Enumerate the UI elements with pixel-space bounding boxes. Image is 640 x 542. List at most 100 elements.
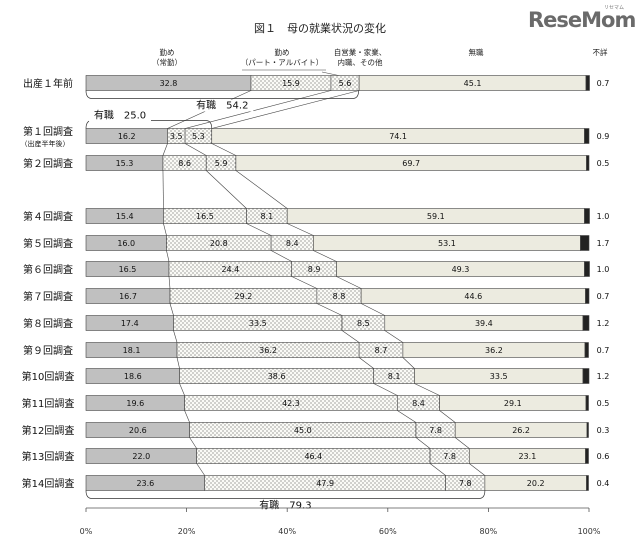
series-header-3-line2: 内職、その他 bbox=[338, 57, 383, 67]
bar-row-8-series-5 bbox=[582, 315, 590, 331]
connector-row-9-series-1 bbox=[176, 357, 180, 369]
connector-row-7-series-1 bbox=[169, 303, 174, 316]
data-label-row-10-series-4: 33.5 bbox=[490, 372, 508, 381]
connector-row-3-series-1 bbox=[162, 170, 164, 209]
row-label-1: 出産１年前 bbox=[23, 77, 73, 90]
series-header-3-line1: 自営業・家業、 bbox=[334, 47, 387, 57]
employed-label-bg-3 bbox=[254, 499, 317, 512]
connector-row-9-series-2 bbox=[358, 357, 374, 369]
data-label-row-13-series-1: 22.0 bbox=[132, 452, 150, 461]
row-label-9: 第９回調査 bbox=[23, 344, 73, 357]
connector-row-7-series-3 bbox=[361, 303, 385, 316]
data-label-row-5-series-2: 20.8 bbox=[210, 239, 228, 248]
employed-bracket-2 bbox=[85, 120, 213, 129]
data-label-row-7-series-4: 44.6 bbox=[464, 292, 482, 301]
connector-row-10-series-1 bbox=[179, 383, 185, 396]
row-label-8: 第８回調査 bbox=[23, 317, 73, 330]
connector-row-2-series-2 bbox=[184, 143, 207, 156]
bar-row-6-series-5 bbox=[584, 261, 590, 277]
data-label-row-11-series-3: 8.4 bbox=[412, 399, 425, 408]
connector-row-8-series-1 bbox=[173, 330, 178, 343]
connector-row-12-series-1 bbox=[189, 437, 197, 449]
connector-row-3-series-2 bbox=[206, 170, 247, 209]
data-label-row-6-series-2: 24.4 bbox=[221, 265, 239, 274]
data-label-row-4-series-5: 1.0 bbox=[597, 212, 610, 221]
data-label-row-10-series-5: 1.2 bbox=[597, 372, 610, 381]
data-label-row-10-series-3: 8.1 bbox=[388, 372, 401, 381]
employed-label-1: 有職 54.2 bbox=[196, 99, 248, 112]
chart-title: 図１ 母の就業状況の変化 bbox=[254, 21, 386, 35]
data-label-row-4-series-2: 16.5 bbox=[196, 212, 214, 221]
data-label-row-14-series-3: 7.8 bbox=[459, 479, 472, 488]
row-label-4: 第４回調査 bbox=[23, 210, 73, 223]
connector-row-8-series-3 bbox=[384, 330, 404, 343]
connector-row-13-series-3 bbox=[469, 463, 486, 476]
data-label-row-2-series-1: 16.2 bbox=[118, 132, 136, 141]
data-label-row-14-series-4: 20.2 bbox=[527, 479, 545, 488]
connector-row-4-series-3 bbox=[287, 223, 314, 236]
connector-row-10-series-2 bbox=[373, 383, 398, 396]
row-label-13: 第13回調査 bbox=[22, 450, 75, 463]
data-label-row-2-series-4: 74.1 bbox=[389, 132, 407, 141]
data-label-row-9-series-5: 0.7 bbox=[597, 346, 610, 355]
row-label-6: 第６回調査 bbox=[23, 263, 73, 276]
connector-row-11-series-3 bbox=[439, 410, 456, 423]
data-label-row-9-series-1: 18.1 bbox=[123, 346, 141, 355]
x-tick-label-1: 0% bbox=[80, 527, 93, 536]
data-label-row-1-series-1: 32.8 bbox=[160, 79, 178, 88]
x-tick-label-4: 60% bbox=[379, 527, 397, 536]
connector-row-5-series-2 bbox=[270, 250, 292, 262]
connector-row-11-series-1 bbox=[184, 410, 190, 423]
connector-row-6-series-1 bbox=[168, 276, 171, 289]
data-label-row-1-series-4: 45.1 bbox=[464, 79, 482, 88]
connector-row-6-series-2 bbox=[291, 276, 318, 289]
x-tick-label-5: 80% bbox=[480, 527, 498, 536]
row-label-10: 第10回調査 bbox=[22, 370, 75, 383]
data-label-row-4-series-3: 8.1 bbox=[260, 212, 273, 221]
connector-row-9-series-3 bbox=[402, 357, 415, 369]
data-label-row-7-series-1: 16.7 bbox=[119, 292, 137, 301]
bar-row-12-series-5 bbox=[586, 422, 589, 438]
data-label-row-5-series-4: 53.1 bbox=[438, 239, 456, 248]
data-label-row-9-series-2: 36.2 bbox=[259, 346, 277, 355]
bar-row-4-series-5 bbox=[584, 208, 590, 224]
bar-row-7-series-5 bbox=[585, 288, 590, 304]
x-tick-label-6: 100% bbox=[578, 527, 601, 536]
connector-row-4-series-1 bbox=[163, 223, 167, 236]
connector-row-12-series-2 bbox=[415, 437, 431, 449]
row-label-2: 第１回調査 bbox=[23, 125, 73, 138]
connector-row-3-series-3 bbox=[235, 170, 288, 209]
data-label-row-10-series-2: 38.6 bbox=[268, 372, 286, 381]
bar-row-3-series-5 bbox=[586, 155, 590, 171]
bar-row-5-series-5 bbox=[580, 235, 590, 251]
data-label-row-6-series-1: 16.5 bbox=[119, 265, 137, 274]
series-header-4-line1: 無職 bbox=[469, 47, 484, 57]
connector-row-5-series-1 bbox=[166, 250, 170, 262]
row-sublabel-2: （出産半年後） bbox=[21, 139, 70, 148]
data-label-row-1-series-5: 0.7 bbox=[597, 79, 610, 88]
employed-bracket-1 bbox=[85, 90, 359, 99]
connector-row-6-series-3 bbox=[336, 276, 362, 289]
resemom-logo: ReseMom bbox=[528, 8, 636, 32]
x-tick-label-3: 40% bbox=[278, 527, 296, 536]
series-header-2-line2: （パート・アルバイト） bbox=[241, 58, 323, 67]
data-label-row-6-series-4: 49.3 bbox=[452, 265, 470, 274]
data-label-row-10-series-1: 18.6 bbox=[124, 372, 142, 381]
bar-row-9-series-5 bbox=[584, 342, 589, 358]
connector-row-11-series-2 bbox=[397, 410, 417, 423]
connector-row-12-series-3 bbox=[455, 437, 470, 449]
data-label-row-1-series-3: 5.6 bbox=[339, 79, 352, 88]
connector-row-5-series-3 bbox=[313, 250, 337, 262]
data-label-row-3-series-3: 5.9 bbox=[215, 159, 228, 168]
data-label-row-13-series-3: 7.8 bbox=[443, 452, 456, 461]
data-label-row-5-series-3: 8.4 bbox=[286, 239, 299, 248]
data-label-row-7-series-2: 29.2 bbox=[235, 292, 253, 301]
row-label-3: 第２回調査 bbox=[23, 157, 73, 170]
data-label-row-5-series-1: 16.0 bbox=[117, 239, 135, 248]
x-tick-label-2: 20% bbox=[178, 527, 196, 536]
data-label-row-11-series-1: 19.6 bbox=[126, 399, 144, 408]
employed-label-2: 有職 25.0 bbox=[94, 109, 146, 122]
data-label-row-14-series-1: 23.6 bbox=[136, 479, 154, 488]
